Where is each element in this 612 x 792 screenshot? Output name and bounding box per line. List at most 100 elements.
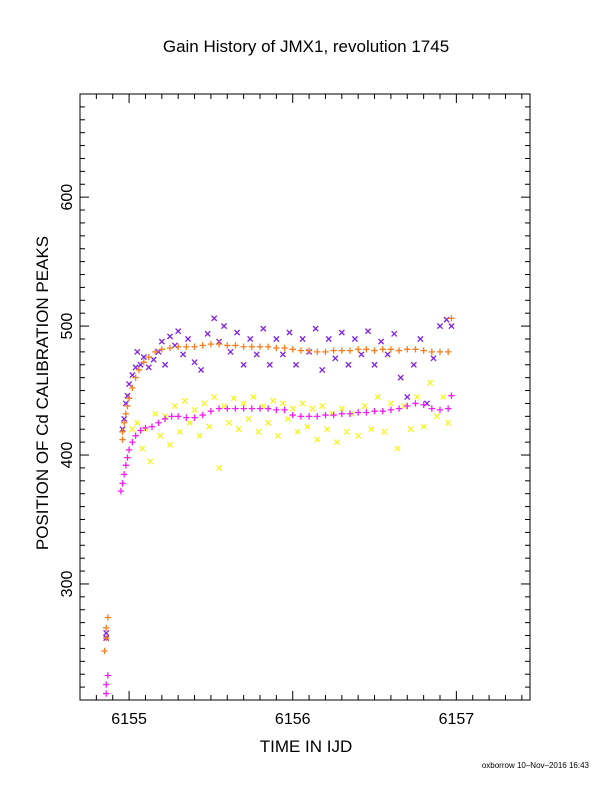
series-4-point	[240, 405, 247, 412]
series-3-point	[102, 634, 110, 642]
series-1-point	[260, 325, 267, 332]
series-1-point	[273, 335, 280, 343]
series-2-point	[355, 432, 362, 439]
series-2-point	[343, 428, 350, 435]
series-2-point	[361, 402, 368, 410]
series-2-point	[394, 445, 401, 452]
series-3-point	[314, 348, 321, 356]
series-4-point	[273, 406, 280, 414]
series-3-point	[232, 342, 239, 349]
series-4-point	[379, 407, 386, 415]
series-1-point	[436, 323, 444, 330]
plot-marks	[101, 315, 455, 697]
series-2-point	[309, 405, 316, 412]
series-2-point	[220, 402, 228, 410]
series-1-point	[137, 361, 144, 368]
series-4-point	[122, 462, 130, 469]
series-3-point	[248, 343, 256, 350]
series-3-point	[101, 647, 108, 655]
series-2-point	[433, 413, 440, 420]
series-4-point	[102, 690, 110, 697]
series-1-point	[129, 372, 136, 379]
series-1-point	[312, 325, 319, 332]
x-axis-label: TIME IN IJD	[260, 737, 353, 756]
series-3-point	[120, 419, 128, 426]
series-3-point	[444, 348, 452, 356]
series-4-point	[125, 446, 133, 454]
series-3-point	[346, 347, 354, 354]
series-2-point	[129, 426, 136, 433]
series-3-point	[354, 346, 362, 353]
series-4-point	[191, 414, 198, 421]
series-4-point	[330, 411, 337, 419]
series-1-point	[191, 359, 198, 366]
series-2-point	[368, 426, 375, 433]
series-4-point	[155, 419, 162, 426]
series-4-point	[207, 407, 215, 415]
series-2-point	[374, 393, 381, 401]
series-4-point	[387, 406, 395, 414]
series-4-point	[428, 405, 436, 412]
series-4-point	[412, 400, 419, 407]
series-1-point	[103, 629, 110, 637]
series-1-point	[292, 361, 300, 368]
series-1-point	[266, 361, 273, 368]
series-2-point	[427, 379, 434, 386]
series-4-point	[444, 405, 452, 412]
series-1-point	[184, 335, 192, 343]
series-3-point	[297, 347, 305, 354]
series-1-point	[227, 348, 234, 355]
series-1-point	[417, 335, 424, 343]
series-2-point	[245, 415, 252, 422]
series-4-point	[248, 405, 256, 412]
series-2-point	[414, 393, 421, 401]
series-4-point	[102, 681, 110, 688]
plot-frame	[79, 93, 531, 701]
series-3-point	[145, 353, 152, 361]
series-1-point	[430, 355, 437, 362]
series-3-point	[102, 624, 110, 631]
series-2-point	[270, 397, 277, 404]
series-3-point	[240, 343, 247, 350]
x-tick-label: 6156	[275, 711, 311, 728]
y-tick-label: 300	[59, 571, 76, 598]
series-3-point	[140, 358, 148, 366]
x-tick-label: 6157	[439, 711, 475, 728]
series-1-point	[345, 361, 352, 368]
series-1-point	[211, 315, 218, 322]
series-1-point	[145, 364, 152, 371]
series-1-point	[121, 415, 128, 422]
series-4-point	[199, 411, 206, 419]
y-axis-label: POSITION OF Cd CALIBRATION PEAKS	[33, 236, 52, 550]
series-2-point	[420, 423, 427, 430]
series-4-point	[371, 407, 378, 415]
series-2-point	[211, 393, 218, 401]
series-3-point	[330, 347, 337, 354]
series-4-point	[117, 487, 125, 495]
series-4-point	[395, 405, 403, 412]
series-1-point	[410, 361, 417, 368]
series-3-point	[152, 348, 159, 356]
series-3-point	[436, 348, 444, 356]
series-2-point	[166, 441, 174, 448]
series-2-point	[157, 432, 164, 439]
series-3-point	[363, 346, 370, 353]
series-2-point	[304, 423, 311, 430]
series-2-point	[294, 428, 301, 435]
series-3-point	[338, 347, 346, 354]
series-3-point	[215, 340, 223, 348]
series-2-point	[381, 428, 388, 435]
series-1-point	[371, 361, 378, 368]
series-2-point	[191, 406, 198, 413]
series-2-point	[250, 393, 257, 401]
series-4-point	[124, 454, 131, 461]
series-2-point	[255, 428, 262, 435]
series-3-point	[428, 348, 436, 356]
series-1-point	[162, 361, 169, 368]
series-1-point	[132, 364, 139, 371]
series-3-point	[207, 340, 215, 348]
series-3-point	[158, 346, 166, 353]
series-4-point	[132, 432, 139, 439]
series-1-point	[220, 323, 228, 330]
